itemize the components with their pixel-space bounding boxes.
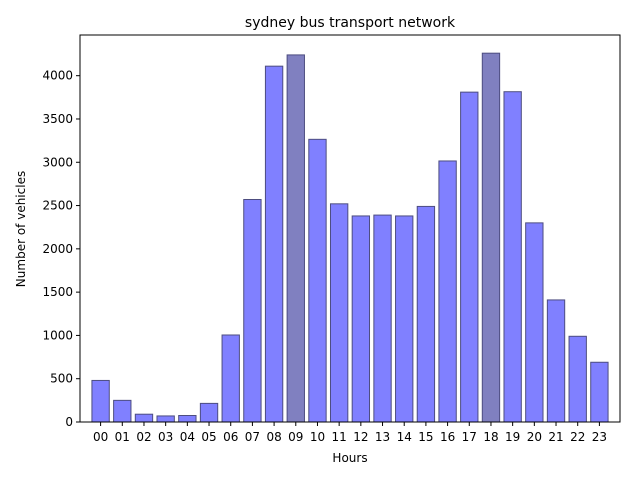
- x-tick-label-00: 00: [93, 430, 108, 444]
- y-tick-label-2000: 2000: [42, 242, 73, 256]
- x-tick-label-07: 07: [245, 430, 260, 444]
- x-tick-label-17: 17: [462, 430, 477, 444]
- x-tick-label-15: 15: [418, 430, 433, 444]
- bar-20: [525, 222, 544, 423]
- x-tick-label-03: 03: [158, 430, 173, 444]
- bar-02: [134, 413, 154, 423]
- bar-14: [395, 215, 414, 423]
- x-axis-label: Hours: [332, 451, 367, 465]
- x-tick-label-16: 16: [440, 430, 455, 444]
- bar-01: [113, 399, 132, 423]
- x-tick-label-01: 01: [115, 430, 130, 444]
- x-tick-label-23: 23: [592, 430, 607, 444]
- y-tick-label-500: 500: [50, 372, 73, 386]
- bar-11: [329, 203, 349, 423]
- x-tick-label-19: 19: [505, 430, 520, 444]
- bar-18: [481, 52, 501, 423]
- y-tick-label-0: 0: [65, 415, 73, 429]
- bar-12: [351, 215, 371, 423]
- bar-05: [199, 402, 219, 423]
- x-tick-label-14: 14: [397, 430, 412, 444]
- bar-07: [243, 198, 262, 423]
- x-tick-label-20: 20: [527, 430, 542, 444]
- y-tick-label-2500: 2500: [42, 199, 73, 213]
- bar-23: [590, 361, 609, 423]
- y-axis: 0 500 1000 1500 2000 2500 3000 3500 4000: [42, 69, 80, 429]
- bar-03: [156, 415, 175, 423]
- bar-10: [308, 138, 327, 423]
- x-tick-label-05: 05: [201, 430, 216, 444]
- chart-title: sydney bus transport network: [245, 15, 456, 31]
- x-tick-label-04: 04: [180, 430, 195, 444]
- bar-00: [91, 379, 110, 423]
- y-tick-label-3000: 3000: [42, 155, 73, 169]
- bar-21: [546, 299, 566, 423]
- bar-17: [460, 91, 479, 423]
- bar-09: [286, 54, 305, 423]
- bars-group: [91, 52, 609, 423]
- bar-15: [416, 205, 436, 423]
- y-tick-label-4000: 4000: [42, 69, 73, 83]
- bar-04: [178, 415, 197, 423]
- bar-19: [503, 91, 522, 423]
- x-tick-label-13: 13: [375, 430, 390, 444]
- x-tick-label-08: 08: [266, 430, 281, 444]
- y-tick-label-1000: 1000: [42, 328, 73, 342]
- x-tick-label-18: 18: [483, 430, 498, 444]
- bar-08: [264, 65, 284, 423]
- y-tick-label-1500: 1500: [42, 285, 73, 299]
- x-tick-label-11: 11: [332, 430, 347, 444]
- bar-22: [568, 335, 587, 423]
- x-tick-label-09: 09: [288, 430, 303, 444]
- y-axis-label: Number of vehicles: [14, 171, 28, 287]
- x-axis: 00 01 02 03 04 05 06 07 08 09 10 11 12 13 14 15 16 17 18 19…: [93, 422, 607, 444]
- x-tick-label-22: 22: [570, 430, 585, 444]
- x-tick-label-10: 10: [310, 430, 325, 444]
- plot-frame: [79, 34, 621, 423]
- bar-13: [373, 214, 392, 423]
- y-tick-label-3500: 3500: [42, 112, 73, 126]
- x-tick-label-06: 06: [223, 430, 238, 444]
- x-tick-label-21: 21: [548, 430, 563, 444]
- x-tick-label-02: 02: [136, 430, 151, 444]
- bar-16: [438, 160, 457, 423]
- x-tick-label-12: 12: [353, 430, 368, 444]
- bar-06: [221, 334, 240, 423]
